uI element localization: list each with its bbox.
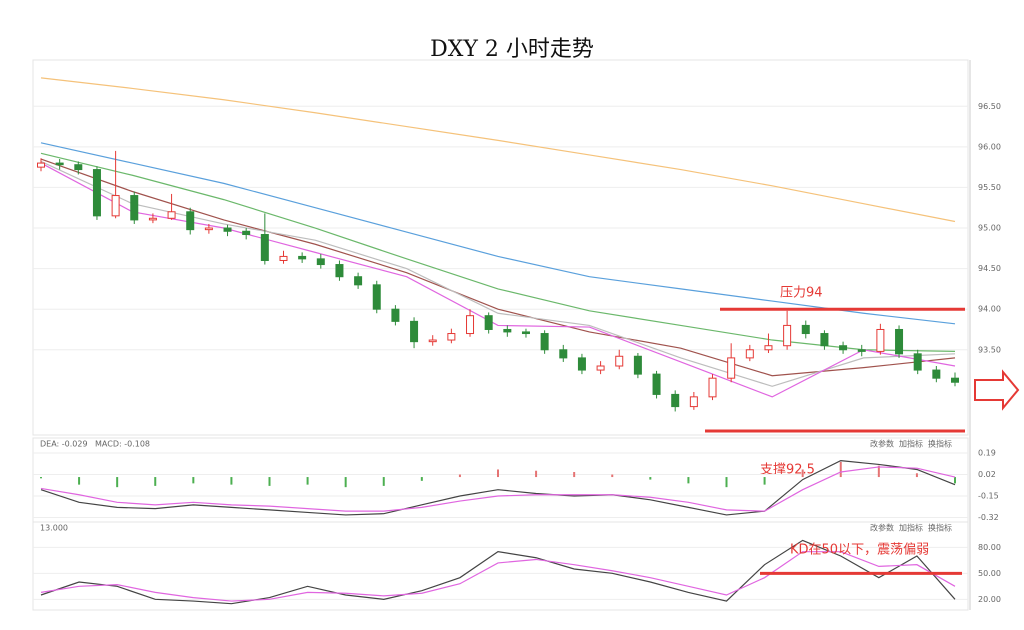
candle-body bbox=[745, 349, 754, 359]
arrow-icon bbox=[974, 369, 1020, 411]
candle-body bbox=[689, 396, 698, 408]
candle-body bbox=[335, 264, 344, 278]
annotation: 支撑92.5 bbox=[760, 463, 815, 478]
y-tick-label: 50.00 bbox=[978, 569, 1001, 578]
candle-body bbox=[615, 355, 624, 367]
candle-body bbox=[354, 276, 363, 286]
candle-body bbox=[148, 217, 157, 221]
indicator-line bbox=[40, 152, 956, 352]
candle-body bbox=[186, 211, 195, 231]
indicator-button[interactable]: 换指标 bbox=[928, 439, 952, 449]
y-tick-label: -0.32 bbox=[978, 513, 999, 522]
candle-body bbox=[279, 255, 288, 261]
y-tick-label: 93.50 bbox=[978, 345, 1001, 354]
candle-body bbox=[484, 315, 493, 330]
candle-body bbox=[577, 357, 586, 371]
y-tick-label: 96.50 bbox=[978, 102, 1001, 111]
candle-body bbox=[55, 162, 64, 166]
indicator-button[interactable]: 换指标 bbox=[928, 523, 952, 533]
candle-body bbox=[521, 331, 530, 335]
chart-title: DXY 2 小时走势 bbox=[430, 37, 594, 62]
candle-body bbox=[74, 164, 83, 171]
candle-body bbox=[204, 227, 213, 231]
candle-body bbox=[37, 162, 45, 168]
candle-body bbox=[932, 369, 941, 379]
candle-body bbox=[839, 345, 848, 351]
indicator-header: 13.000 bbox=[40, 524, 68, 533]
y-tick-label: 0.19 bbox=[978, 449, 996, 458]
candle-body bbox=[447, 333, 456, 341]
annotation: KD在50以下，震荡偏弱 bbox=[790, 543, 929, 558]
candle-body bbox=[167, 211, 176, 219]
candle-body bbox=[652, 373, 661, 395]
candle-body bbox=[92, 169, 101, 217]
candle-body bbox=[857, 349, 866, 352]
y-tick-label: 94.00 bbox=[978, 305, 1001, 314]
candle-body bbox=[801, 324, 810, 335]
indicator-button[interactable]: 改参数 bbox=[870, 439, 894, 449]
annotation: 压力94 bbox=[780, 286, 823, 301]
indicator-line bbox=[40, 142, 956, 325]
indicator-line bbox=[40, 466, 956, 512]
indicator-button[interactable]: 加指标 bbox=[899, 523, 923, 533]
candle-body bbox=[223, 227, 232, 232]
candle-body bbox=[820, 333, 829, 347]
kd-panel bbox=[32, 521, 969, 611]
candle-body bbox=[242, 230, 251, 236]
candle-body bbox=[260, 234, 269, 261]
indicator-button[interactable]: 加指标 bbox=[899, 439, 923, 449]
candle-body bbox=[466, 315, 475, 335]
candle-body bbox=[503, 328, 512, 333]
indicator-button[interactable]: 改参数 bbox=[870, 523, 894, 533]
candle-body bbox=[111, 195, 120, 217]
candle-body bbox=[708, 377, 717, 398]
candle-body bbox=[428, 339, 437, 343]
candle-body bbox=[372, 284, 381, 310]
candle-body bbox=[764, 345, 773, 351]
candle-body bbox=[410, 320, 419, 343]
candle-body bbox=[633, 355, 642, 375]
indicator-header: DEA: -0.029 bbox=[40, 440, 88, 449]
y-tick-label: 95.50 bbox=[978, 183, 1001, 192]
y-tick-label: 94.50 bbox=[978, 264, 1001, 273]
candle-body bbox=[951, 377, 959, 383]
indicator-line bbox=[40, 539, 956, 605]
indicator-line bbox=[40, 460, 956, 516]
indicator-line bbox=[40, 77, 956, 223]
candle-body bbox=[783, 324, 792, 347]
candle-body bbox=[671, 393, 680, 408]
y-tick-label: 96.00 bbox=[978, 142, 1001, 151]
candle-body bbox=[727, 357, 736, 379]
candle-body bbox=[130, 195, 139, 221]
y-tick-label: 20.00 bbox=[978, 595, 1001, 604]
indicator-line bbox=[40, 551, 956, 602]
candle-body bbox=[316, 258, 325, 266]
candle-body bbox=[391, 308, 400, 322]
main-panel bbox=[32, 59, 969, 436]
indicator-line bbox=[40, 162, 956, 398]
candle-body bbox=[895, 328, 904, 355]
y-tick-label: 0.02 bbox=[978, 470, 996, 479]
macd-panel bbox=[32, 437, 969, 523]
candle-body bbox=[540, 333, 549, 351]
candle-body bbox=[298, 255, 307, 260]
candle-body bbox=[876, 328, 885, 352]
y-tick-label: -0.15 bbox=[978, 492, 999, 501]
candle-body bbox=[596, 365, 605, 371]
candle-body bbox=[559, 349, 568, 359]
y-tick-label: 95.00 bbox=[978, 224, 1001, 233]
y-tick-label: 80.00 bbox=[978, 543, 1001, 552]
candle-body bbox=[913, 353, 922, 371]
indicator-header: MACD: -0.108 bbox=[95, 440, 150, 449]
indicator-line bbox=[40, 158, 956, 377]
